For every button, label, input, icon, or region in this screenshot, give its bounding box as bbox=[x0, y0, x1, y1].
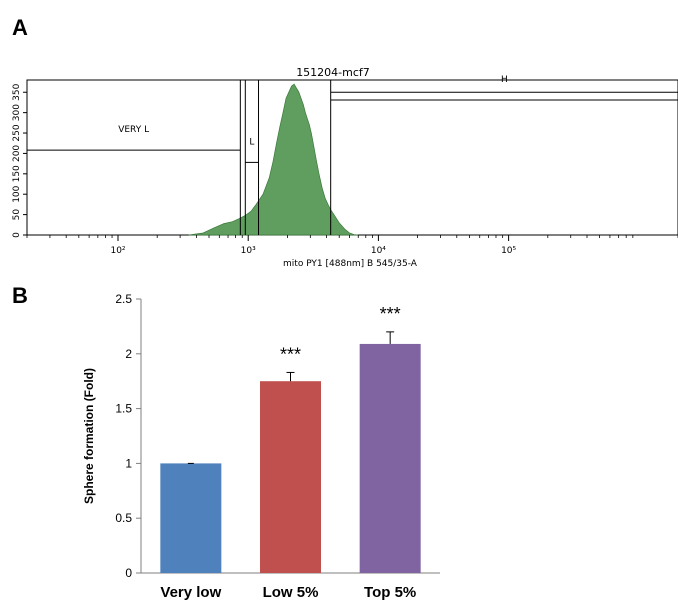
bar-series: Very low *** Low 5% *** Top 5% bbox=[160, 304, 421, 601]
bar bbox=[260, 381, 321, 573]
panel-b-bar-chart: B Sphere formation (Fold) 0 0.5 1 1.5 2 2.5 V… bbox=[12, 283, 440, 601]
significance-label: *** bbox=[280, 344, 301, 364]
histogram-y-axis: 0 50 100 150 200 250 300 350 bbox=[12, 83, 27, 238]
bar-y-tick-label: 2.5 bbox=[115, 292, 132, 306]
bar-y-tick-label: 1.5 bbox=[115, 402, 132, 416]
histogram-y-tick-label: 100 bbox=[12, 185, 22, 202]
gate-label: H bbox=[501, 75, 508, 85]
histogram-y-tick-label: 150 bbox=[12, 165, 22, 182]
significance-label: *** bbox=[380, 304, 401, 324]
gate-label: L bbox=[249, 137, 254, 147]
histogram-gates: VERY L L H bbox=[27, 75, 678, 235]
histogram-plot-frame bbox=[26, 79, 678, 236]
histogram-y-tick-label: 300 bbox=[12, 104, 22, 121]
bar bbox=[359, 343, 421, 573]
histogram-y-tick-label: 50 bbox=[12, 209, 22, 221]
bar-y-tick-label: 0 bbox=[125, 566, 132, 580]
histogram-x-tick-label: 10⁴ bbox=[371, 246, 386, 256]
histogram-x-tick-label: 10⁵ bbox=[501, 246, 516, 256]
histogram-x-axis: 10² 10³ 10⁴ 10⁵ bbox=[26, 235, 678, 256]
bar-category-label: Low 5% bbox=[263, 584, 319, 601]
panel-a-letter: A bbox=[12, 15, 28, 40]
bar-y-tick-label: 0.5 bbox=[115, 511, 132, 525]
histogram-x-tick-label: 10² bbox=[110, 246, 125, 256]
histogram-y-tick-label: 250 bbox=[12, 124, 22, 141]
bar-y-tick-label: 2 bbox=[125, 347, 132, 361]
histogram-area bbox=[188, 83, 359, 236]
histogram-y-tick-label: 350 bbox=[12, 83, 22, 100]
histogram-y-tick-label: 200 bbox=[12, 145, 22, 162]
histogram-title: 151204-mcf7 bbox=[296, 66, 370, 79]
histogram-x-tick-label: 10³ bbox=[241, 246, 256, 256]
panel-b-letter: B bbox=[12, 283, 28, 308]
histogram-x-axis-label: mito PY1 [488nm] B 545/35-A bbox=[283, 259, 418, 269]
bar-y-tick-label: 1 bbox=[125, 456, 132, 470]
bar-category-label: Top 5% bbox=[364, 584, 416, 601]
bar-category-label: Very low bbox=[160, 584, 221, 601]
gate-label: VERY L bbox=[118, 125, 149, 135]
bar-y-axis-label: Sphere formation (Fold) bbox=[82, 368, 96, 504]
histogram-y-tick-label: 0 bbox=[12, 232, 22, 238]
bar bbox=[160, 463, 222, 573]
